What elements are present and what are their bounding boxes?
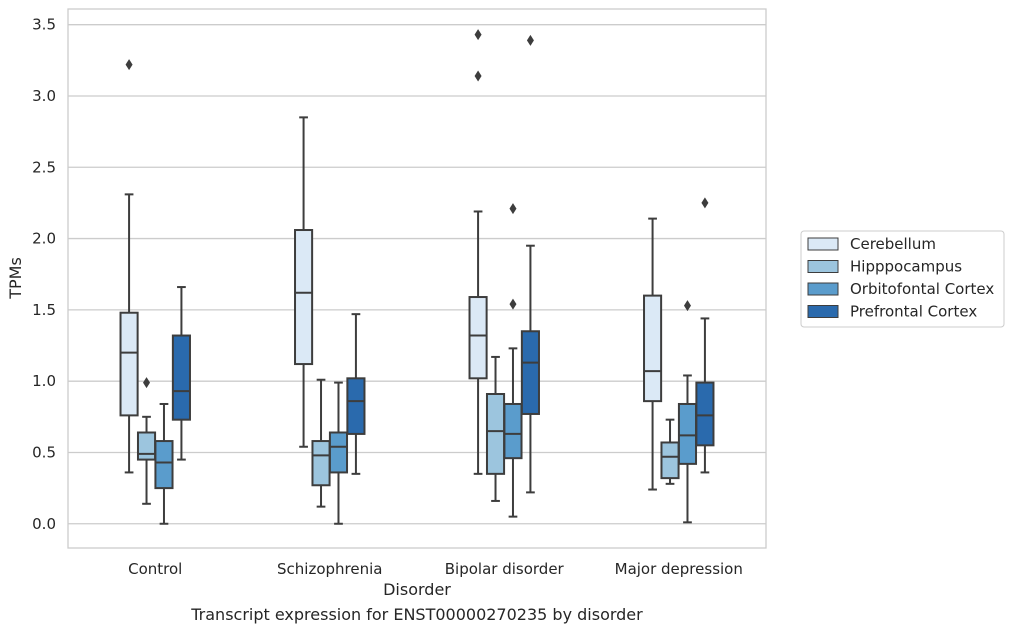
box-group [695,197,715,474]
iqr-box [677,402,698,465]
box-group [520,34,540,494]
y-tick-label: 2.5 [32,158,56,176]
series-cerebellum [119,29,663,491]
legend-swatch [807,260,839,273]
x-axis-title: Disorder [383,580,451,599]
x-tick-label: Bipolar disorder [445,560,565,578]
iqr-box [485,393,506,475]
iqr-box [660,441,680,480]
box-group [171,286,191,461]
outlier-point [125,59,133,71]
box-group [328,381,349,525]
outlier-point [509,203,517,215]
box-series [119,29,715,525]
legend-swatch [807,305,839,318]
y-tick-label: 0.5 [32,443,56,461]
iqr-box [346,377,366,435]
legend-label: Prefrontal Cortex [850,303,977,321]
y-axis-ticks: 0.0 0.5 1.0 1.5 2.0 2.5 3.0 3.5 [32,16,56,533]
iqr-box [294,229,314,366]
iqr-box [119,311,139,417]
y-axis-title: TPMs [6,257,25,300]
iqr-box [311,440,331,487]
iqr-box [154,440,174,490]
iqr-box [171,334,191,421]
y-tick-label: 3.0 [32,87,56,105]
y-tick-label: 1.5 [32,301,56,319]
series-hipppocampus [136,355,680,508]
iqr-box [136,431,157,461]
series-prefrontal-cortex [171,34,715,494]
legend: Cerebellum Hipppocampus Orbitofontal Corte… [800,230,1005,328]
plot-area [67,8,767,549]
x-tick-label: Control [128,560,182,578]
legend-label: Hipppocampus [850,258,962,276]
outlier-point [474,29,482,41]
legend-label: Cerebellum [850,235,936,253]
outlier-point [143,377,151,389]
figure-caption: Transcript expression for ENST0000027023… [191,605,643,624]
box-group [503,203,523,518]
iqr-box [643,294,663,403]
outlier-point [701,197,709,209]
y-gridlines [68,24,766,525]
x-tick-label: Schizophrenia [277,560,382,578]
iqr-box [328,431,349,474]
iqr-box [503,402,523,460]
series-orbitofontal-cortex [154,203,698,525]
iqr-box [695,381,715,447]
y-tick-label: 3.5 [32,16,56,34]
outlier-point [683,300,691,312]
box-group [468,29,488,475]
box-group [485,355,506,502]
x-axis-ticks: Control Schizophrenia Bipolar disorder Majo… [128,560,743,578]
box-group [294,116,314,448]
y-tick-label: 0.0 [32,515,56,533]
legend-label: Orbitofontal Cortex [850,280,994,298]
y-tick-label: 2.0 [32,230,56,248]
box-group [346,313,366,475]
outlier-point [509,298,517,310]
y-tick-label: 1.0 [32,372,56,390]
iqr-box [520,330,540,415]
legend-swatch [807,237,839,251]
box-group [119,59,139,474]
iqr-box [468,296,488,380]
legend-frame [800,230,1005,328]
box-group [136,377,157,505]
box-group [154,402,174,525]
outlier-point [474,70,482,82]
box-group [643,217,663,491]
x-tick-label: Major depression [615,560,743,578]
legend-swatch [807,282,839,296]
outlier-point [526,34,534,46]
